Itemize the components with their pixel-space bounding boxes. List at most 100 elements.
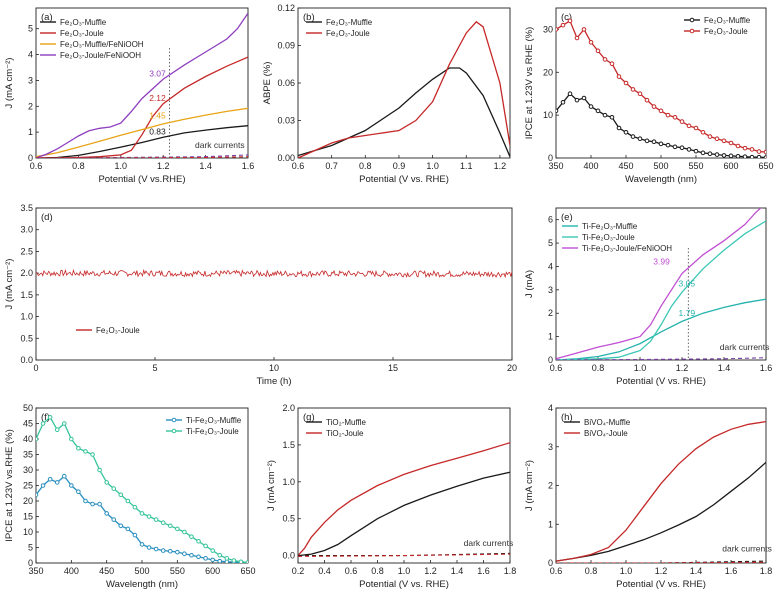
y-tick-label: 3 bbox=[28, 75, 33, 85]
data-point bbox=[54, 427, 60, 433]
chart-panel-h: 0.6 0.8 1.0 1.2 1.4 1.6 1.8 0 1 2 3 4 Potential (V v… bbox=[524, 403, 772, 590]
y-tick-label: 0.0 bbox=[282, 551, 295, 561]
legend-entry: BiVO₄-Joule bbox=[584, 429, 628, 438]
legend-entry: Ti-Fe₂O₃-Muffle bbox=[582, 222, 638, 231]
data-point bbox=[139, 542, 145, 547]
x-tick-label: 0.4 bbox=[318, 566, 331, 576]
x-tick-label: 5 bbox=[152, 363, 157, 373]
data-point bbox=[69, 483, 74, 488]
x-tick-label: 1.1 bbox=[460, 161, 473, 171]
legend-entry: BiVO₄-Muffle bbox=[584, 418, 631, 427]
data-point bbox=[665, 112, 671, 118]
data-point bbox=[61, 473, 67, 479]
y-tick-label: 1.5 bbox=[20, 290, 33, 300]
data-point bbox=[651, 139, 657, 145]
x-tick-label: 0.6 bbox=[345, 566, 358, 576]
x-tick-label: 1.6 bbox=[760, 363, 773, 373]
x-tick-label: 550 bbox=[170, 566, 185, 576]
x-tick-label: 1.6 bbox=[477, 566, 490, 576]
data-point bbox=[658, 141, 664, 147]
x-axis-label: Potential (V vs. RHE) bbox=[359, 579, 449, 590]
x-tick-label: 450 bbox=[618, 161, 633, 171]
x-tick-label: 1.2 bbox=[157, 161, 170, 171]
data-point bbox=[700, 129, 706, 135]
dark-current-line bbox=[298, 553, 510, 557]
data-point bbox=[40, 421, 46, 426]
y-tick-label: 1.0 bbox=[20, 312, 33, 322]
data-point bbox=[665, 142, 671, 148]
chart-panel-e: 0.6 0.8 1.0 1.2 1.4 1.6 0 1 2 3 4 5 6 Potential (V vs… bbox=[524, 207, 773, 387]
y-tick-label: 0.00 bbox=[277, 153, 295, 163]
legend-marker bbox=[171, 417, 177, 423]
y-tick-label: 1 bbox=[548, 519, 553, 529]
data-point bbox=[602, 112, 608, 118]
y-tick-label: 2.5 bbox=[20, 246, 33, 256]
data-point bbox=[567, 91, 573, 97]
x-tick-label: 1.0 bbox=[115, 161, 128, 171]
x-axis-label: Time (h) bbox=[256, 376, 291, 387]
y-tick-label: 4 bbox=[548, 403, 553, 413]
data-point bbox=[609, 61, 615, 67]
data-point bbox=[189, 552, 194, 558]
data-point bbox=[61, 421, 67, 426]
y-tick-label: 45 bbox=[23, 419, 33, 429]
x-axis-label: Potential (V vs. RHE) bbox=[359, 174, 449, 185]
data-point bbox=[83, 498, 88, 504]
data-point bbox=[118, 492, 124, 498]
x-tick-label: 1.4 bbox=[199, 161, 212, 171]
series-line bbox=[556, 298, 766, 360]
y-tick-label: 0.09 bbox=[277, 41, 295, 51]
data-point bbox=[756, 149, 762, 154]
data-point bbox=[721, 153, 727, 158]
y-tick-label: 0.03 bbox=[277, 116, 295, 126]
data-point bbox=[203, 556, 208, 561]
y-tick-label: 25 bbox=[23, 481, 33, 491]
data-point bbox=[637, 136, 643, 142]
series-line bbox=[36, 125, 248, 158]
data-point bbox=[111, 486, 117, 491]
data-point bbox=[595, 48, 601, 54]
data-point bbox=[574, 35, 580, 41]
x-tick-label: 0.8 bbox=[359, 161, 372, 171]
y-tick-label: 5 bbox=[548, 238, 553, 248]
data-point bbox=[556, 27, 559, 32]
legend-marker bbox=[171, 428, 177, 434]
data-point bbox=[672, 144, 678, 150]
x-tick-label: 1.2 bbox=[676, 363, 689, 373]
y-tick-label: 2 bbox=[548, 481, 553, 491]
y-tick-label: 0 bbox=[28, 153, 33, 163]
x-tick-label: 500 bbox=[653, 161, 668, 171]
x-tick-label: 10 bbox=[269, 363, 279, 373]
data-point bbox=[146, 514, 152, 519]
y-tick-label: 0.5 bbox=[20, 333, 33, 343]
data-point bbox=[630, 134, 636, 139]
data-point bbox=[90, 452, 95, 457]
y-axis-label: IPCE at 1.23V vs RHE (%) bbox=[524, 27, 535, 139]
data-point bbox=[707, 151, 713, 157]
data-point bbox=[210, 557, 215, 563]
series-line bbox=[298, 471, 510, 557]
x-tick-label: 500 bbox=[134, 566, 149, 576]
plot-area bbox=[556, 420, 766, 563]
legend-entry: Fe₂O₃-Joule bbox=[96, 326, 140, 335]
x-tick-label: 20 bbox=[507, 363, 517, 373]
data-point bbox=[609, 114, 615, 120]
x-tick-label: 0.6 bbox=[30, 161, 43, 171]
legend-entry: TiO₂-Joule bbox=[326, 429, 364, 438]
data-point bbox=[189, 534, 194, 539]
x-tick-label: 1.4 bbox=[718, 363, 731, 373]
data-point bbox=[224, 556, 230, 561]
legend-entry: Fe₂O₃-Joule/FeNiOOH bbox=[60, 51, 141, 60]
annotation-label: dark currents bbox=[464, 538, 514, 548]
series-line bbox=[36, 268, 512, 279]
data-point bbox=[672, 114, 678, 120]
series-line bbox=[556, 208, 762, 360]
data-point bbox=[175, 526, 180, 532]
data-point bbox=[567, 18, 573, 24]
plot-area bbox=[556, 18, 766, 158]
data-point bbox=[749, 154, 755, 158]
data-point bbox=[203, 543, 208, 549]
data-point bbox=[160, 548, 166, 553]
data-point bbox=[644, 138, 650, 144]
